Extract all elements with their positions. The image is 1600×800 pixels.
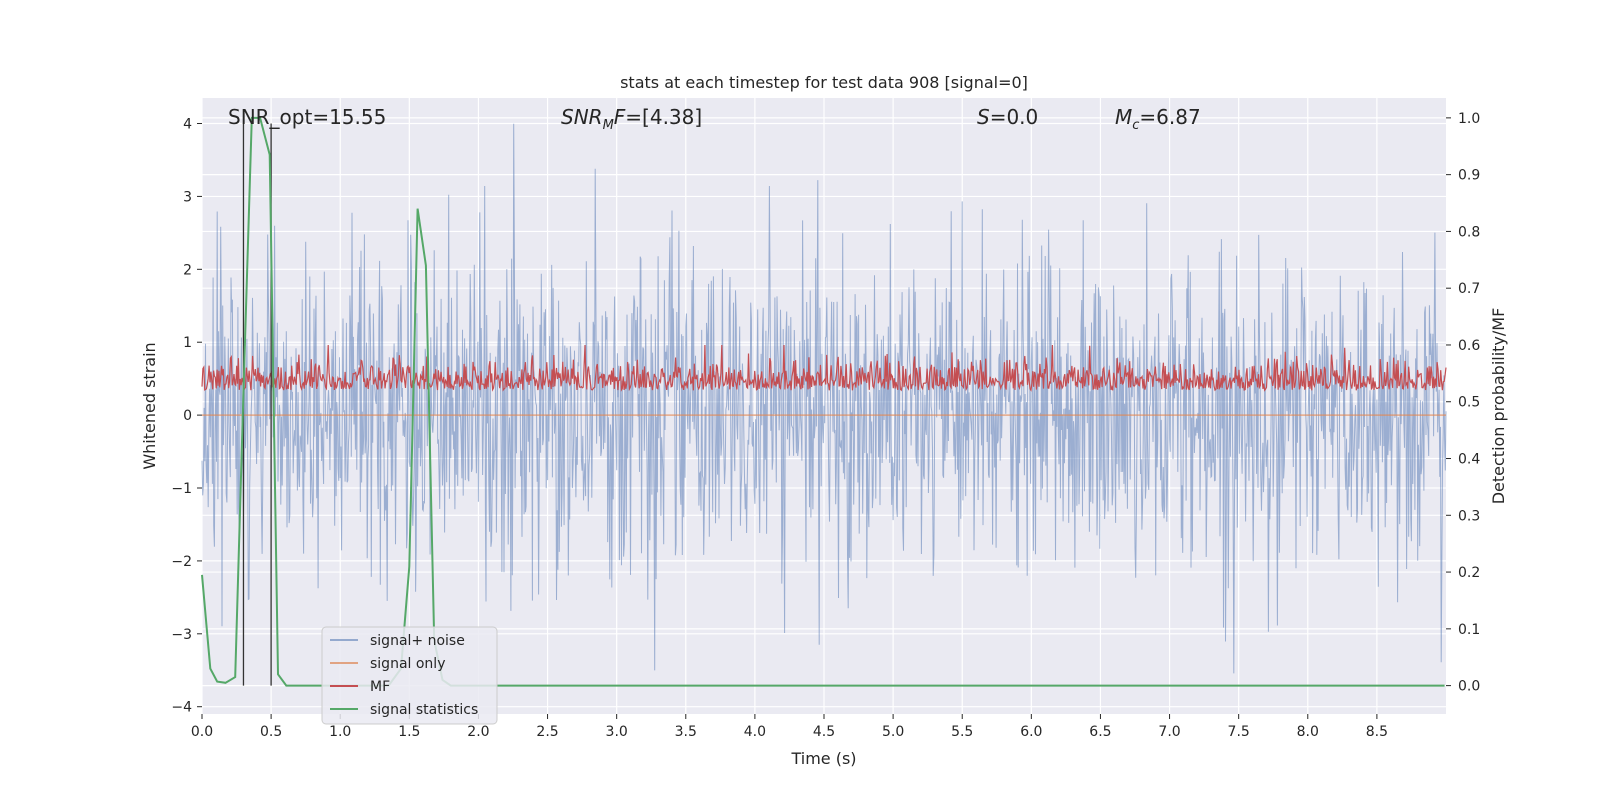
legend: signal+ noise signal only MF signal stat… [321,626,498,725]
x-tick-label: 8.0 [1297,724,1319,740]
y-right-tick-label: 0.9 [1458,168,1480,184]
y-right-tick-label: 0.0 [1458,679,1480,695]
legend-label-mf: MF [370,679,390,695]
x-tick-label: 3.5 [675,724,697,740]
y-axis-right-label: Detection probability/MF [1489,308,1508,505]
annotation-snr-mf: SNRMF=[4.38] [561,105,702,133]
y-axis-label: Whitened strain [140,342,159,469]
x-tick-label: 6.0 [1020,724,1042,740]
annotation-snr-opt: SNR_opt=15.55 [228,105,386,129]
x-tick-label: 7.0 [1158,724,1180,740]
x-tick-label: 8.5 [1366,724,1388,740]
legend-label-signal-only: signal only [370,656,445,672]
y-tick-label: −2 [171,554,192,570]
y-right-tick-label: 0.3 [1458,508,1480,524]
annotation-mc-prefix: M [1115,105,1132,129]
y-tick-label: 2 [183,262,192,278]
series-signal-noise [201,123,1447,674]
y-right-tick-label: 0.5 [1458,395,1480,411]
y-tick-label: −3 [171,627,192,643]
y-tick-label: −4 [171,700,192,716]
x-tick-label: 2.5 [536,724,558,740]
y-tick-label: 4 [183,117,192,133]
y-tick-label: 0 [183,408,192,424]
x-tick-label: 4.5 [813,724,835,740]
y-right-tick-label: 0.8 [1458,224,1480,240]
annotation-mc-text: =6.87 [1139,105,1200,129]
y-right-tick-label: 0.7 [1458,281,1480,297]
signal-statistics-line [201,116,1445,687]
x-tick-label: 4.0 [744,724,766,740]
series-mf [201,344,1447,393]
annotation-s-text: =0.0 [990,105,1039,129]
x-tick-label: 6.5 [1089,724,1111,740]
x-tick-label: 7.5 [1228,724,1250,740]
x-tick-label: 3.0 [606,724,628,740]
annotation-snr-mf-value: [4.38] [642,105,702,129]
x-tick-label: 0.0 [191,724,213,740]
x-tick-label: 5.0 [882,724,904,740]
y-right-tick-label: 0.2 [1458,565,1480,581]
annotation-mc-value: Mc=6.87 [1115,105,1201,133]
y-tick-label: 3 [183,189,192,205]
mf-line [201,344,1447,393]
annotation-snr-mf-sub: M [603,118,614,133]
annotation-snr-mf-prefix: SNR [561,105,603,129]
tick-labels: 0.0 0.5 1.0 1.5 2.0 2.5 3.0 3.5 4.0 4.5 5.0 5.5 6.0 6… [171,111,1480,740]
annotation-snr-mf-mid: F= [614,105,642,129]
y-right-tick-label: 0.6 [1458,338,1480,354]
y-tick-label: −1 [171,481,192,497]
annotation-mc-sub: c [1132,118,1139,133]
annotation-s-prefix: S [977,105,990,129]
y-right-tick-label: 1.0 [1458,111,1480,127]
x-tick-label: 5.5 [951,724,973,740]
series-signal-statistics [201,116,1445,687]
legend-box [321,626,498,725]
y-right-tick-label: 0.4 [1458,452,1480,468]
x-axis-label: Time (s) [790,749,856,768]
x-tick-label: 0.5 [260,724,282,740]
x-tick-label: 1.5 [398,724,420,740]
x-tick-label: 1.0 [329,724,351,740]
chart-title: stats at each timestep for test data 908… [620,73,1028,92]
y-right-tick-label: 0.1 [1458,622,1480,638]
annotations: SNR_opt=15.55 SNRMF=[4.38] S=0.0 Mc=6.87 [228,105,1201,133]
legend-label-signal-statistics: signal statistics [370,702,478,718]
legend-label-signal-noise: signal+ noise [370,633,465,649]
signal-noise-line [201,123,1447,674]
annotation-s-value: S=0.0 [977,105,1038,129]
y-tick-label: 1 [183,335,192,351]
x-tick-label: 2.0 [467,724,489,740]
